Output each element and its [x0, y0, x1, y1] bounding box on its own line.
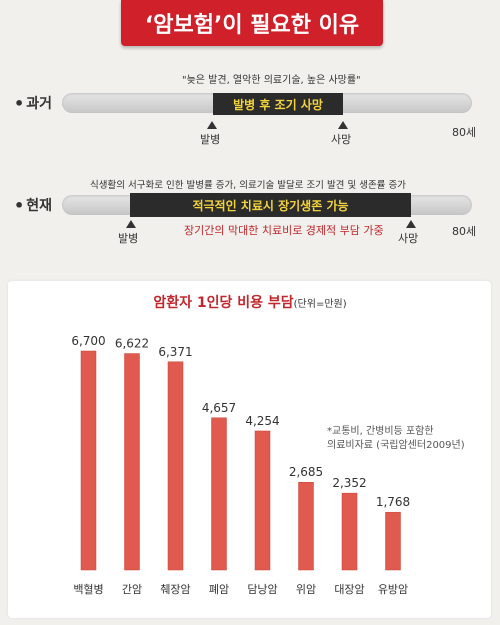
past-label: • 과거 [14, 93, 52, 113]
page-title: ‘암보험’이 필요한 이유 [121, 0, 383, 46]
past-end-label: 80세 [452, 126, 477, 139]
bar-췌장암 [167, 361, 184, 571]
present-caption: 식생활의 서구화로 인한 발병률 증가, 의료기술 발달로 조기 발견 및 생존… [90, 180, 406, 191]
past-timeline-bar: 발병 후 조기 사망 [213, 93, 343, 115]
present-end-label: 80세 [452, 225, 477, 238]
category-label-간암: 간암 [122, 583, 142, 596]
value-label-간암: 6,622 [115, 337, 149, 351]
footnote-line-2: 의료비자료 (국립암센터2009년) [327, 440, 465, 451]
past-label-text: 과거 [26, 96, 52, 112]
chart-title: 암환자 1인당 비용 부담(단위=만원) [0, 292, 500, 312]
category-label-췌장암: 췌장암 [160, 583, 190, 596]
bar-간암 [124, 353, 140, 571]
past-death-label: 사망 [331, 133, 352, 146]
category-label-담낭암: 담낭암 [247, 583, 277, 596]
value-label-췌장암: 6,371 [158, 345, 192, 359]
present-cost-note: 장기간의 막대한 치료비로 경제적 부담 가중 [184, 224, 384, 237]
value-label-대장암: 2,352 [332, 476, 366, 490]
value-label-위암: 2,685 [289, 465, 323, 479]
present-onset-marker-icon [126, 220, 136, 228]
chart-title-text: 암환자 1인당 비용 부담 [153, 295, 294, 311]
bar-위암 [298, 481, 314, 571]
category-label-백혈병: 백혈병 [73, 582, 103, 596]
present-death-label: 사망 [398, 232, 419, 245]
past-death-marker-icon [338, 121, 348, 129]
category-label-위암: 위암 [296, 583, 316, 596]
past-onset-label: 발병 [200, 133, 221, 146]
past-caption: "늦은 발견, 열악한 의료기술, 높은 사망률" [182, 75, 361, 86]
value-label-폐암: 4,657 [202, 401, 236, 415]
chart-footnote: *교통비, 간병비등 포함한 의료비자료 (국립암센터2009년) [327, 425, 465, 453]
bar-백혈병 [80, 350, 97, 571]
past-onset-marker-icon [207, 121, 217, 129]
present-onset-label: 발병 [118, 232, 139, 245]
bar-폐암 [211, 417, 227, 571]
present-label-text: 현재 [26, 198, 52, 214]
value-label-백혈병: 6,700 [71, 334, 105, 348]
present-label: • 현재 [14, 195, 52, 215]
chart-unit: (단위=만원) [293, 299, 347, 310]
present-timeline-bar: 적극적인 치료시 장기생존 가능 [130, 193, 411, 217]
category-label-유방암: 유방암 [378, 583, 408, 596]
present-death-marker-icon [406, 220, 416, 228]
value-label-유방암: 1,768 [376, 495, 410, 509]
bar-담낭암 [254, 430, 271, 571]
footnote-line-1: *교통비, 간병비등 포함한 [327, 426, 434, 437]
value-label-담낭암: 4,254 [245, 414, 279, 428]
category-label-대장암: 대장암 [334, 583, 364, 596]
bar-대장암 [341, 492, 358, 571]
category-label-폐암: 폐암 [209, 583, 229, 596]
bar-유방암 [385, 511, 401, 571]
